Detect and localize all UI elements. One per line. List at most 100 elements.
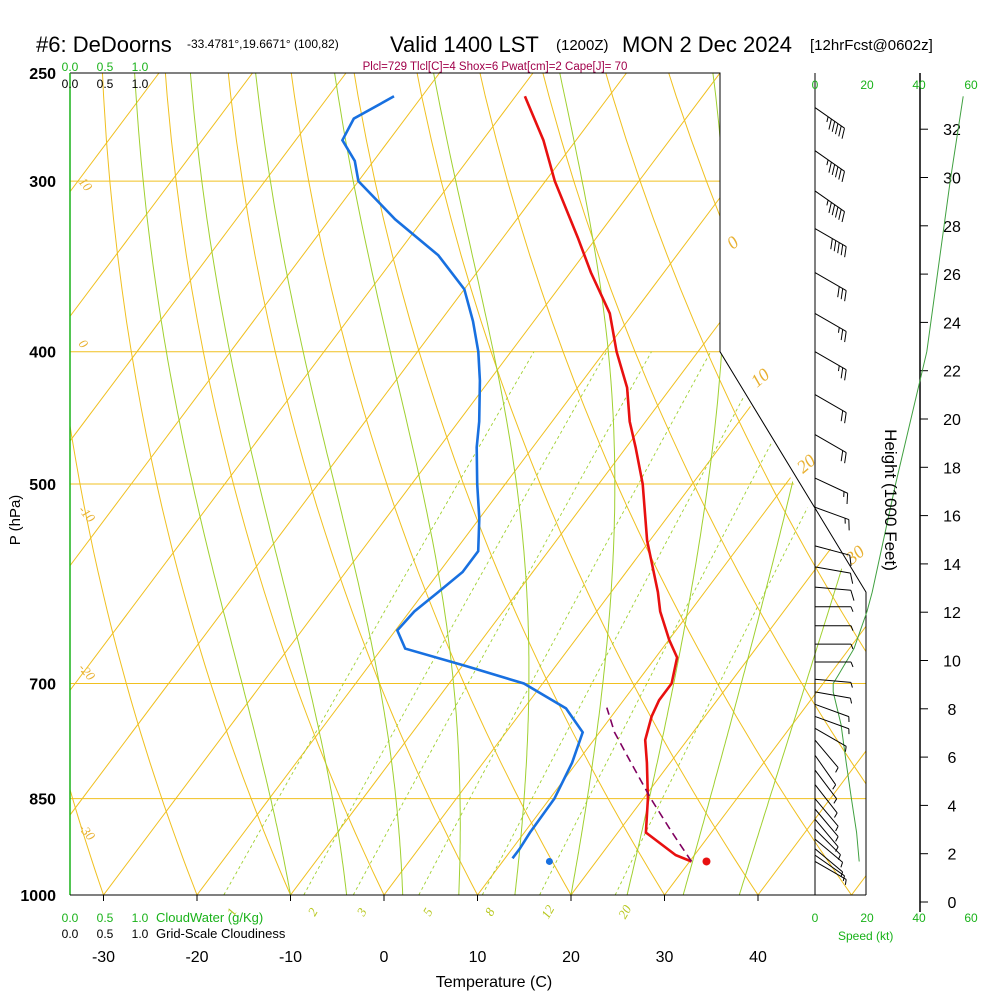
wind-barb-half-feather bbox=[850, 625, 854, 631]
temp-tick-label: -30 bbox=[92, 949, 115, 966]
wind-barb-feather bbox=[841, 171, 845, 182]
pressure-tick-label: 250 bbox=[29, 66, 56, 83]
mixing-ratio-line bbox=[418, 351, 712, 895]
parcel-profile-line bbox=[606, 707, 693, 862]
mixing-ratio-label: 2 bbox=[304, 905, 320, 919]
height-tick-label: 22 bbox=[943, 364, 961, 381]
wind-barb-feather bbox=[834, 123, 839, 135]
wind-barb-staff bbox=[814, 715, 849, 730]
height-tick-label: 12 bbox=[943, 605, 961, 622]
speed-tick-top: 40 bbox=[912, 78, 926, 92]
wind-barb-feather bbox=[837, 286, 840, 298]
cloudiness-tick-bottom: 1.0 bbox=[132, 927, 149, 941]
station-title: #6: DeDoorns bbox=[36, 32, 172, 57]
pressure-tick-label: 1000 bbox=[20, 888, 56, 905]
dry-adiabat bbox=[225, 73, 478, 895]
wind-barb-feather bbox=[840, 410, 844, 422]
cloudwater-tick-top: 0.0 bbox=[62, 60, 79, 74]
wind-barb-staff bbox=[814, 394, 847, 414]
cloudwater-tick-top: 1.0 bbox=[132, 60, 149, 74]
height-tick-label: 2 bbox=[948, 847, 957, 864]
wind-barb-feather bbox=[844, 452, 847, 464]
temp-tick-label: 0 bbox=[380, 949, 389, 966]
wind-barb-half-feather bbox=[832, 784, 837, 790]
height-tick-label: 16 bbox=[943, 509, 961, 526]
forecast-run: [12hrFcst@0602z] bbox=[810, 37, 933, 54]
dry-adiabat bbox=[847, 73, 866, 895]
speed-tick-top: 0 bbox=[812, 78, 819, 92]
wind-barb-half-feather bbox=[850, 643, 854, 650]
height-tick-label: 14 bbox=[943, 557, 961, 574]
wind-barb bbox=[814, 754, 837, 790]
wind-barb-staff bbox=[814, 566, 851, 574]
dry-adiabat bbox=[163, 73, 385, 895]
wind-barb-feather bbox=[840, 450, 844, 462]
wind-barb-staff bbox=[814, 477, 848, 494]
dry-adiabat-label: 0 bbox=[76, 336, 92, 351]
pressure-tick-label: 700 bbox=[29, 677, 56, 694]
dry-adiabat bbox=[411, 73, 759, 895]
wind-barb-feather bbox=[831, 121, 836, 132]
station-coords: -33.4781°,19.6671° (100,82) bbox=[187, 37, 339, 51]
mixing-ratio-line bbox=[481, 351, 769, 895]
cloudwater-tick-bottom: 0.5 bbox=[97, 911, 114, 925]
pressure-tick-label: 400 bbox=[29, 345, 56, 362]
dry-adiabat bbox=[474, 73, 852, 895]
isotherm-line bbox=[70, 73, 534, 895]
cloudwater-tick-bottom: 0.0 bbox=[62, 911, 79, 925]
isotherm-line bbox=[664, 73, 866, 895]
wind-barb-staff bbox=[814, 703, 849, 718]
moist-adiabat bbox=[626, 73, 726, 895]
moist-adiabat bbox=[252, 73, 404, 895]
wind-barb bbox=[814, 312, 847, 343]
height-axis-label: Height (1000 Feet) bbox=[881, 429, 900, 571]
speed-tick-bottom: 60 bbox=[964, 911, 978, 925]
isotherm-line bbox=[196, 73, 814, 895]
moist-adiabat bbox=[132, 73, 291, 895]
wind-barb bbox=[815, 606, 854, 612]
mixing-ratio-line bbox=[539, 351, 820, 895]
wind-barb-feather bbox=[841, 128, 845, 139]
wind-barb bbox=[815, 643, 854, 650]
wind-barb bbox=[815, 661, 854, 668]
wind-barb-staff bbox=[814, 506, 849, 521]
wind-barb bbox=[814, 838, 844, 868]
speed-tick-bottom: 0 bbox=[812, 911, 819, 925]
pressure-tick-label: 300 bbox=[29, 174, 56, 191]
wind-barb-staff bbox=[814, 739, 839, 768]
cloudiness-label: Grid-Scale Cloudiness bbox=[156, 926, 286, 941]
wind-barb-staff bbox=[814, 798, 839, 827]
wind-barb-feather bbox=[834, 166, 839, 178]
wind-barb bbox=[814, 715, 850, 735]
wind-barb-feather bbox=[831, 204, 836, 216]
wind-barb-half-feather bbox=[849, 698, 853, 704]
wind-barb bbox=[814, 808, 839, 842]
moist-adiabat bbox=[738, 73, 866, 895]
surface-temperature-dot bbox=[702, 857, 711, 866]
wind-barb-staff bbox=[814, 754, 837, 786]
wind-barb-feather bbox=[840, 244, 844, 256]
dry-adiabat-label: -30 bbox=[76, 820, 99, 843]
wind-barb-half-feather bbox=[837, 327, 840, 333]
wind-barb-staff bbox=[814, 545, 850, 556]
wind-barb-feather bbox=[844, 290, 847, 302]
wind-barb bbox=[814, 727, 847, 752]
wind-barb-half-feather bbox=[837, 854, 841, 860]
height-tick-label: 10 bbox=[943, 654, 961, 671]
wind-barb bbox=[814, 190, 845, 223]
cloudiness-tick-top: 0.0 bbox=[62, 77, 79, 91]
wind-barb-half-feather bbox=[840, 862, 844, 868]
wind-barb-half-feather bbox=[850, 606, 854, 612]
temp-tick-label: -10 bbox=[279, 949, 302, 966]
isotherm-line bbox=[383, 73, 866, 895]
wind-barb-feather bbox=[828, 202, 832, 213]
isotherm-line bbox=[103, 73, 721, 895]
wind-barb bbox=[814, 691, 853, 704]
wind-barb-half-feather bbox=[835, 825, 839, 832]
forecast-date: MON 2 Dec 2024 bbox=[622, 32, 792, 57]
wind-barb bbox=[814, 854, 845, 882]
temp-tick-label: 30 bbox=[656, 949, 674, 966]
wind-barb-feather bbox=[834, 206, 839, 218]
temp-tick-label: -20 bbox=[185, 949, 208, 966]
wind-barb-feather bbox=[849, 555, 852, 566]
